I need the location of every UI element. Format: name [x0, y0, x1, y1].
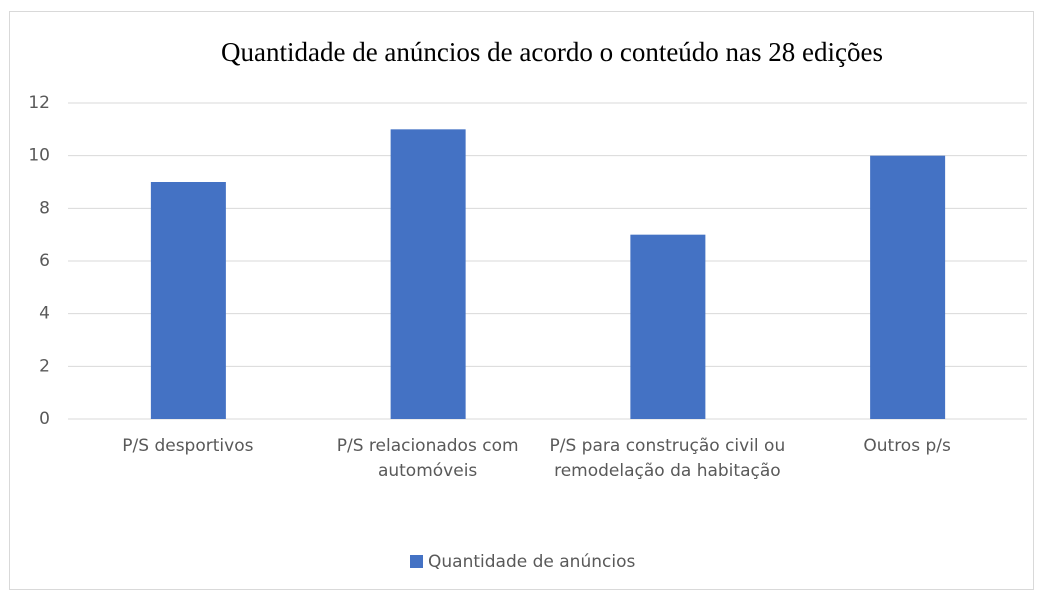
x-tick-label: P/S desportivos: [122, 436, 254, 456]
bar: [630, 234, 706, 419]
bar: [390, 129, 466, 420]
y-tick-label: 4: [39, 304, 50, 324]
bar: [870, 155, 946, 419]
legend-swatch: [410, 555, 423, 568]
y-tick-label: 8: [39, 198, 50, 218]
x-tick-label: P/S para construção civil ou remodelação…: [549, 436, 786, 481]
y-tick-label: 12: [28, 93, 50, 113]
y-tick-label: 10: [28, 146, 50, 166]
y-tick-label: 0: [39, 409, 50, 429]
bar: [150, 182, 226, 419]
x-tick-label: P/S relacionados com automóveis: [336, 436, 519, 481]
y-tick-label: 2: [39, 356, 50, 376]
legend-label: Quantidade de anúncios: [428, 552, 635, 572]
chart-title: Quantidade de anúncios de acordo o conte…: [221, 37, 883, 67]
x-tick-label: Outros p/s: [863, 436, 951, 456]
y-tick-label: 6: [39, 251, 50, 271]
